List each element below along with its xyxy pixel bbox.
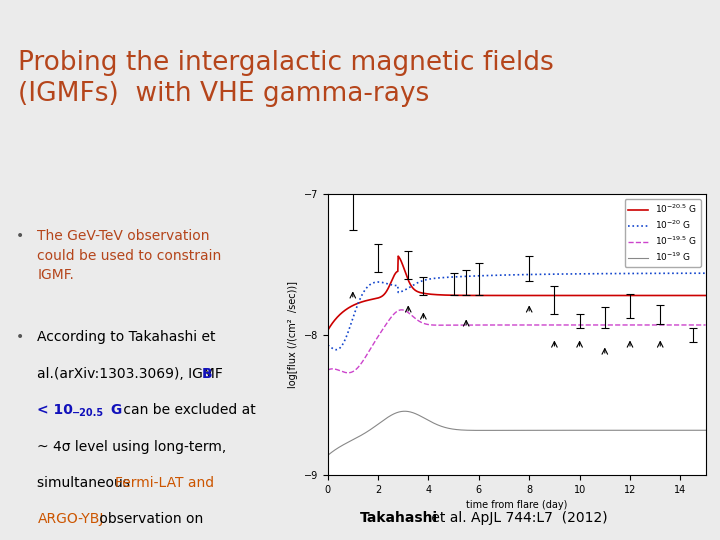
X-axis label: time from flare (day): time from flare (day) — [466, 501, 567, 510]
Text: −20.5: −20.5 — [72, 408, 104, 418]
Text: B: B — [202, 367, 212, 381]
Text: Fermi-LAT and: Fermi-LAT and — [115, 476, 215, 490]
Text: G: G — [106, 403, 122, 417]
Text: et al. ApJL 744:L7  (2012): et al. ApJL 744:L7 (2012) — [427, 511, 608, 525]
Text: can be excluded at: can be excluded at — [119, 403, 256, 417]
Text: ~ 4σ level using long-term,: ~ 4σ level using long-term, — [37, 440, 227, 454]
Text: Probing the intergalactic magnetic fields
(IGMFs)  with VHE gamma-rays: Probing the intergalactic magnetic field… — [18, 50, 554, 107]
Text: simultaneous: simultaneous — [37, 476, 135, 490]
Text: •: • — [16, 230, 24, 244]
Text: < 10: < 10 — [37, 403, 73, 417]
Text: al.(arXiv:1303.3069), IGMF: al.(arXiv:1303.3069), IGMF — [37, 367, 228, 381]
Text: •: • — [16, 330, 24, 345]
Text: The GeV-TeV observation
could be used to constrain
IGMF.: The GeV-TeV observation could be used to… — [37, 230, 222, 282]
Y-axis label: log[flux (/(cm²  /sec))]: log[flux (/(cm² /sec))] — [288, 281, 298, 388]
Text: observation on: observation on — [95, 512, 203, 526]
Text: According to Takahashi et: According to Takahashi et — [37, 330, 216, 345]
Text: ARGO-YBJ: ARGO-YBJ — [37, 512, 104, 526]
Text: Takahashi: Takahashi — [360, 511, 438, 525]
Legend: $10^{-20.5}$ G, $10^{-20}$ G, $10^{-19.5}$ G, $10^{-19}$ G: $10^{-20.5}$ G, $10^{-20}$ G, $10^{-19.5… — [624, 199, 701, 267]
